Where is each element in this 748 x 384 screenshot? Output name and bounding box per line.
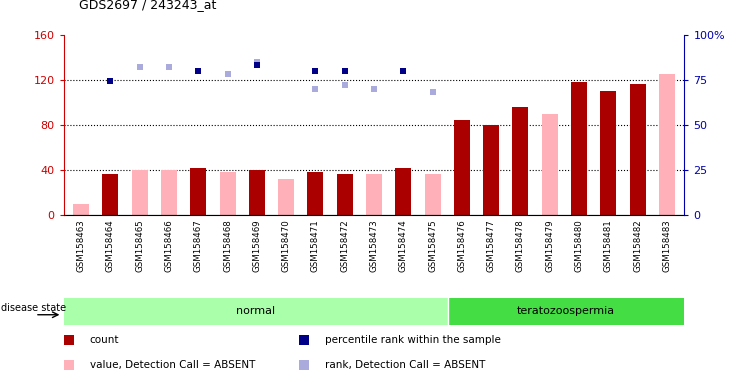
Text: GSM158469: GSM158469 xyxy=(252,219,261,272)
Text: GSM158482: GSM158482 xyxy=(633,219,642,272)
Bar xyxy=(278,179,294,215)
Text: GSM158468: GSM158468 xyxy=(223,219,232,272)
Text: GSM158477: GSM158477 xyxy=(487,219,496,272)
Text: GSM158472: GSM158472 xyxy=(340,219,349,272)
Bar xyxy=(64,298,448,325)
Bar xyxy=(659,74,675,215)
Bar xyxy=(161,170,177,215)
Bar xyxy=(73,204,89,215)
Text: GSM158475: GSM158475 xyxy=(428,219,437,272)
Bar xyxy=(630,84,646,215)
Text: GSM158471: GSM158471 xyxy=(311,219,320,272)
Text: GSM158463: GSM158463 xyxy=(76,219,86,272)
Bar xyxy=(600,91,616,215)
Bar xyxy=(219,172,236,215)
Text: GSM158473: GSM158473 xyxy=(370,219,378,272)
Text: normal: normal xyxy=(236,306,275,316)
Text: GDS2697 / 243243_at: GDS2697 / 243243_at xyxy=(79,0,216,12)
Bar xyxy=(102,174,118,215)
Text: teratozoospermia: teratozoospermia xyxy=(517,306,615,316)
Text: GSM158479: GSM158479 xyxy=(545,219,554,272)
Text: GSM158476: GSM158476 xyxy=(457,219,466,272)
Text: percentile rank within the sample: percentile rank within the sample xyxy=(325,335,501,345)
Bar xyxy=(395,168,411,215)
Text: GSM158483: GSM158483 xyxy=(662,219,672,272)
Text: disease state: disease state xyxy=(1,303,66,313)
Text: GSM158470: GSM158470 xyxy=(282,219,291,272)
Bar xyxy=(366,174,382,215)
Text: GSM158480: GSM158480 xyxy=(574,219,583,272)
Bar xyxy=(512,107,529,215)
Bar xyxy=(425,174,441,215)
Bar xyxy=(190,168,206,215)
Bar xyxy=(542,114,558,215)
Text: GSM158466: GSM158466 xyxy=(165,219,174,272)
Bar xyxy=(448,298,684,325)
Text: GSM158465: GSM158465 xyxy=(135,219,144,272)
Bar xyxy=(249,170,265,215)
Text: GSM158464: GSM158464 xyxy=(106,219,115,272)
Text: value, Detection Call = ABSENT: value, Detection Call = ABSENT xyxy=(90,360,255,370)
Text: GSM158478: GSM158478 xyxy=(516,219,525,272)
Text: GSM158481: GSM158481 xyxy=(604,219,613,272)
Text: GSM158474: GSM158474 xyxy=(399,219,408,272)
Bar xyxy=(571,82,587,215)
Bar xyxy=(483,125,499,215)
Text: GSM158467: GSM158467 xyxy=(194,219,203,272)
Bar xyxy=(454,120,470,215)
Bar xyxy=(132,170,148,215)
Text: rank, Detection Call = ABSENT: rank, Detection Call = ABSENT xyxy=(325,360,485,370)
Bar xyxy=(307,172,323,215)
Text: count: count xyxy=(90,335,119,345)
Bar xyxy=(337,174,353,215)
